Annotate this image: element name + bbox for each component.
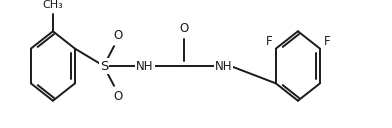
Text: O: O <box>113 90 123 103</box>
Text: S: S <box>100 60 108 72</box>
Text: O: O <box>113 29 123 42</box>
Text: F: F <box>265 35 272 48</box>
Text: F: F <box>324 35 330 48</box>
Text: NH: NH <box>136 60 154 72</box>
Text: O: O <box>180 22 189 35</box>
Text: NH: NH <box>215 60 232 72</box>
Text: CH₃: CH₃ <box>43 0 63 10</box>
